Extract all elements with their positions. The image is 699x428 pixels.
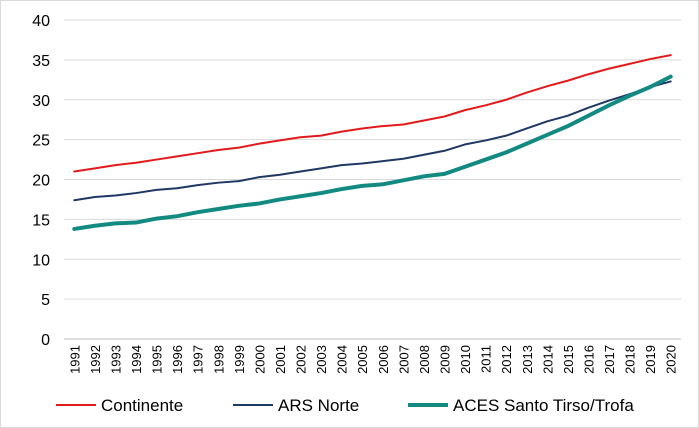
legend-label-3: ACES Santo Tirso/Trofa <box>453 396 634 415</box>
series-lines <box>72 54 673 231</box>
x-tick-label: 2001 <box>273 345 288 374</box>
x-tick-label: 2009 <box>437 345 452 374</box>
x-tick-label: 2019 <box>643 345 658 374</box>
x-tick-label: 1999 <box>232 345 247 374</box>
x-tick-label: 2013 <box>520 345 535 374</box>
y-tick-label: 30 <box>32 93 50 110</box>
x-tick-label: 1994 <box>129 345 144 374</box>
x-tick-label: 2006 <box>376 345 391 374</box>
x-tick-label: 2020 <box>664 345 679 374</box>
x-tick-label: 2003 <box>314 345 329 374</box>
x-tick-label: 2011 <box>479 345 494 373</box>
x-tick-label: 2005 <box>355 345 370 374</box>
y-tick-label: 0 <box>41 332 50 349</box>
x-tick-label: 2004 <box>335 345 350 374</box>
legend-label-1: Continente <box>101 396 183 415</box>
x-tick-label: 1995 <box>150 345 165 374</box>
y-tick-label: 40 <box>32 13 50 30</box>
series-line-1 <box>73 54 672 173</box>
x-tick-label: 1991 <box>67 345 82 374</box>
x-tick-label: 1997 <box>191 345 206 374</box>
series-line-3 <box>72 74 673 231</box>
x-tick-label: 1998 <box>211 345 226 374</box>
x-tick-label: 2014 <box>540 345 555 374</box>
y-tick-label: 10 <box>32 252 50 269</box>
x-tick-label: 2018 <box>623 345 638 374</box>
x-tick-label: 2007 <box>396 345 411 374</box>
y-axis: 0 5 10 15 20 25 30 35 40 <box>32 13 50 349</box>
legend-label-2: ARS Norte <box>278 396 359 415</box>
x-tick-label: 2002 <box>294 345 309 374</box>
x-tick-label: 1993 <box>108 345 123 374</box>
y-tick-label: 35 <box>32 53 50 70</box>
x-tick-label: 1996 <box>170 345 185 374</box>
x-tick-label: 2008 <box>417 345 432 374</box>
x-tick-label: 2017 <box>602 345 617 374</box>
y-tick-label: 20 <box>32 173 50 190</box>
y-tick-label: 15 <box>32 212 50 229</box>
legend: Continente ARS Norte ACES Santo Tirso/Trof… <box>56 396 634 415</box>
x-tick-label: 2016 <box>581 345 596 374</box>
y-tick-label: 5 <box>41 292 50 309</box>
x-tick-label: 2010 <box>458 345 473 374</box>
x-tick-label: 1992 <box>88 345 103 374</box>
x-tick-label: 2012 <box>499 345 514 374</box>
y-tick-label: 25 <box>32 133 50 150</box>
x-tick-label: 2015 <box>561 345 576 374</box>
series-line-2 <box>73 80 672 202</box>
x-tick-label: 2000 <box>252 345 267 374</box>
gridlines <box>64 19 681 300</box>
x-axis: 1991 1992 1993 1994 1995 1996 1997 1998 1999 2000… <box>64 338 681 374</box>
